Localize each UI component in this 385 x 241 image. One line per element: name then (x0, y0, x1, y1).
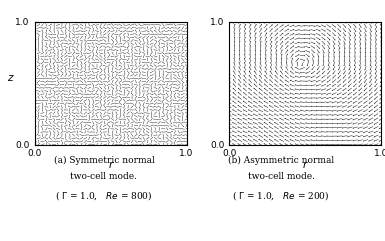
X-axis label: r: r (109, 160, 113, 170)
Text: two-cell mode.: two-cell mode. (248, 172, 315, 181)
X-axis label: r: r (303, 160, 307, 170)
Y-axis label: z: z (7, 73, 13, 83)
Text: ( $\it{\Gamma}$ = 1.0,   $\mathbf{\mathit{Re}}$ = 200): ( $\it{\Gamma}$ = 1.0, $\mathbf{\mathit{… (232, 189, 330, 202)
Text: (a) Symmetric normal: (a) Symmetric normal (54, 155, 154, 165)
Text: (b) Asymmetric normal: (b) Asymmetric normal (228, 155, 334, 165)
Text: ( $\it{\Gamma}$ = 1.0,   $\mathbf{\mathit{Re}}$ = 800): ( $\it{\Gamma}$ = 1.0, $\mathbf{\mathit{… (55, 189, 153, 202)
Text: two-cell mode.: two-cell mode. (70, 172, 137, 181)
